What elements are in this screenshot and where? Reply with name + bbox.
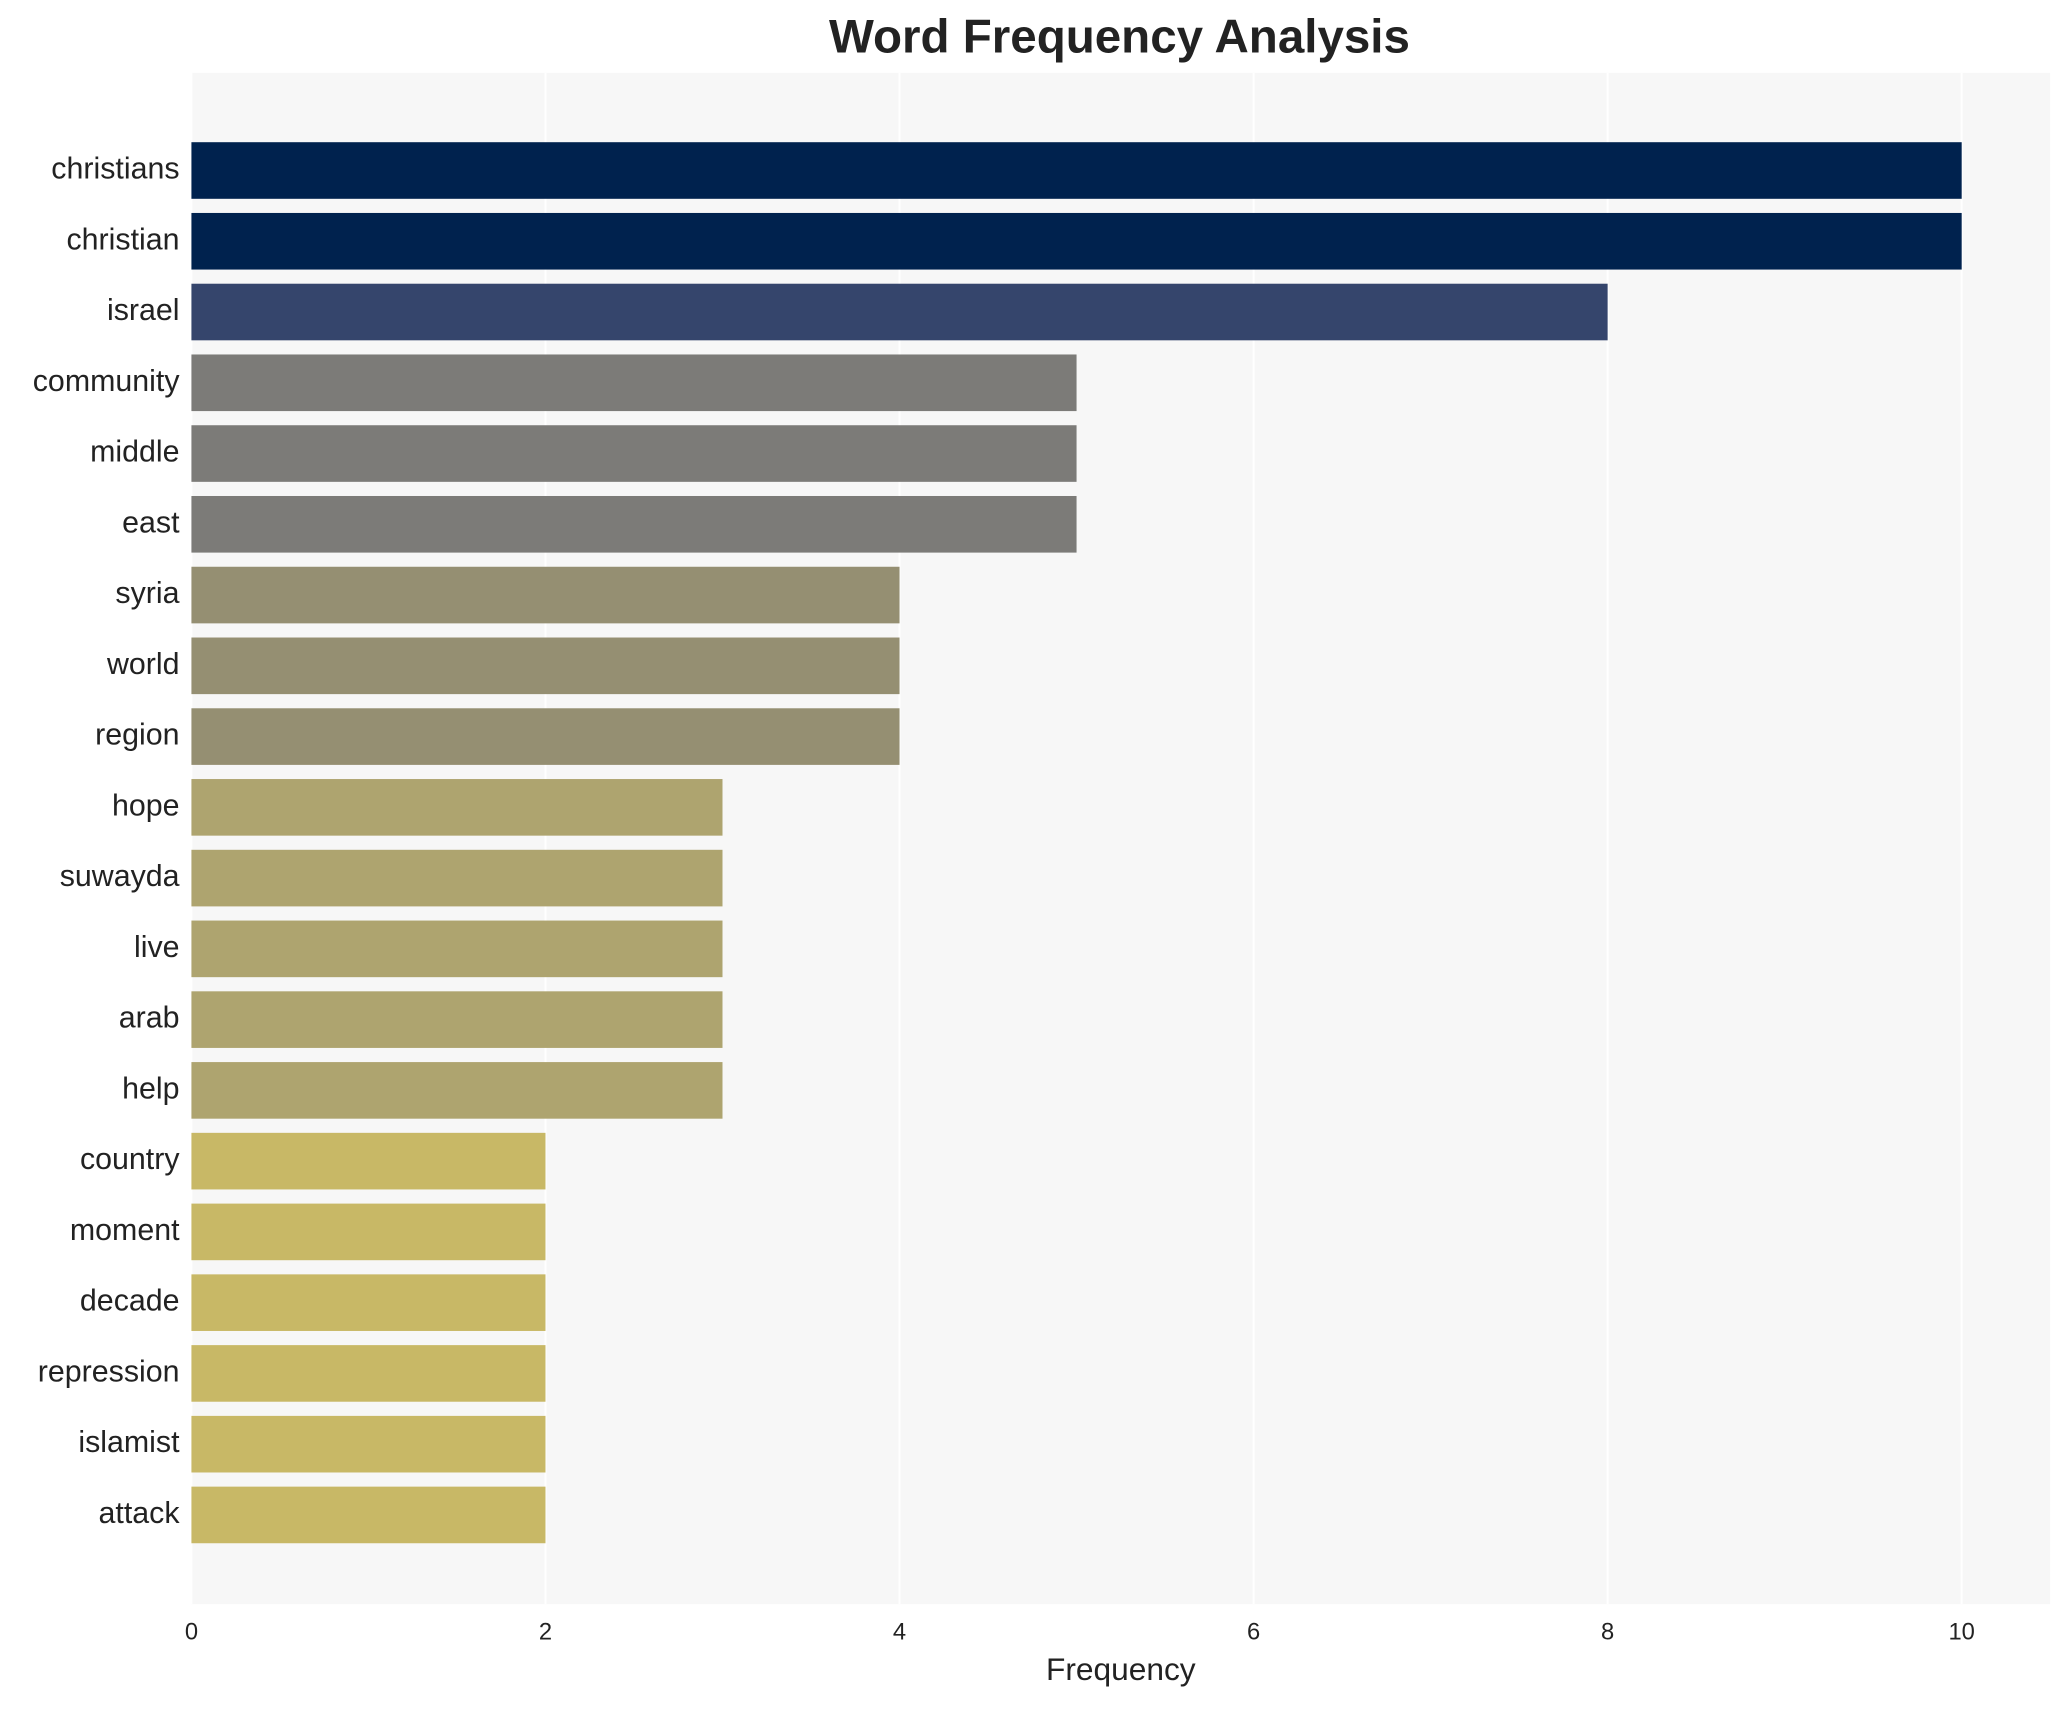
bar xyxy=(191,849,723,907)
bar xyxy=(191,283,1608,341)
y-tick-label: moment xyxy=(70,1214,180,1247)
y-tick-label: east xyxy=(122,506,180,539)
y-tick-label: country xyxy=(80,1143,180,1176)
bar xyxy=(191,1415,546,1473)
y-tick-label: repression xyxy=(38,1355,180,1388)
y-tick-label: middle xyxy=(90,436,179,469)
x-tick-label: 8 xyxy=(1601,1619,1614,1646)
y-tick-label: christians xyxy=(51,153,179,186)
x-tick-label: 2 xyxy=(539,1619,552,1646)
bar xyxy=(191,1486,546,1544)
bar xyxy=(191,1062,723,1119)
bar xyxy=(191,1203,546,1261)
bar xyxy=(191,920,723,978)
bar xyxy=(191,779,723,836)
chart-title: Word Frequency Analysis xyxy=(829,10,1410,63)
y-tick-label: region xyxy=(95,719,179,752)
x-tick-label: 6 xyxy=(1247,1619,1260,1646)
y-tick-label: christian xyxy=(66,223,179,256)
x-tick-label: 4 xyxy=(893,1619,906,1646)
y-tick-label: israel xyxy=(107,294,180,327)
bar xyxy=(191,1132,546,1190)
y-tick-label: community xyxy=(33,365,181,398)
bar xyxy=(191,1274,546,1331)
bar xyxy=(191,566,900,624)
bar xyxy=(191,212,1962,270)
bar xyxy=(191,708,900,765)
y-tick-label: help xyxy=(122,1072,179,1105)
x-tick-label: 10 xyxy=(1948,1619,1974,1646)
y-tick-label: world xyxy=(106,648,180,681)
y-tick-label: suwayda xyxy=(60,860,180,893)
y-tick-label: hope xyxy=(112,789,180,822)
x-axis-label: Frequency xyxy=(1046,1651,1196,1687)
y-tick-label: live xyxy=(134,931,180,964)
bar xyxy=(191,1345,546,1402)
bar xyxy=(191,495,1077,553)
bar xyxy=(191,142,1962,199)
y-tick-label: decade xyxy=(80,1285,180,1318)
bar xyxy=(191,354,1077,412)
y-tick-label: attack xyxy=(99,1497,181,1530)
bar xyxy=(191,637,900,695)
y-tick-label: syria xyxy=(115,577,179,610)
bar xyxy=(191,991,723,1048)
x-tick-label: 0 xyxy=(185,1619,198,1646)
y-tick-label: islamist xyxy=(78,1426,180,1459)
bar xyxy=(191,425,1077,482)
y-tick-label: arab xyxy=(119,1002,180,1035)
